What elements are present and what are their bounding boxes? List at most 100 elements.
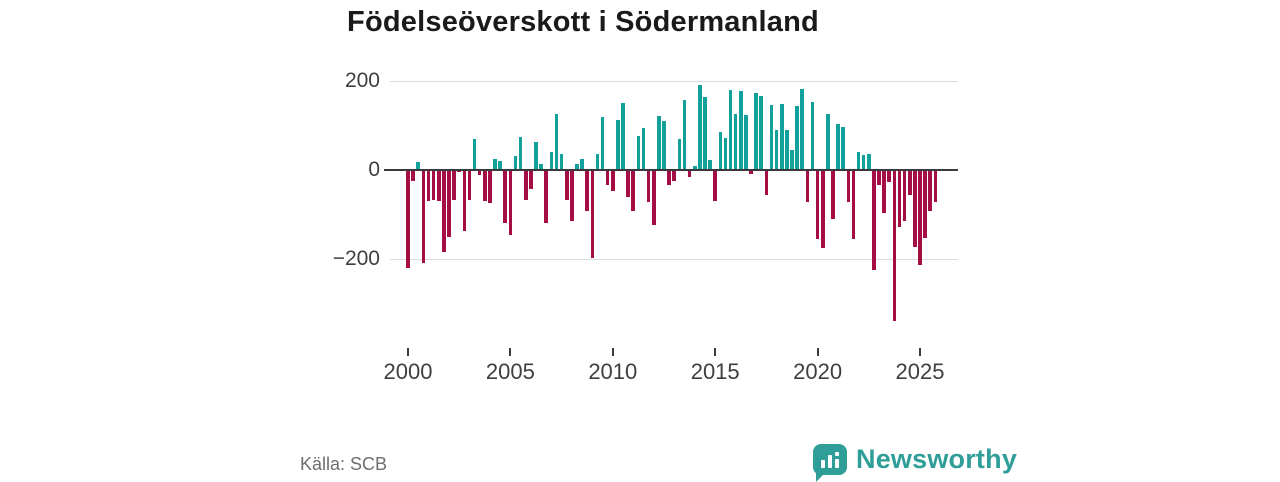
bar-2003Q1 xyxy=(467,170,472,200)
bar-2018Q1 xyxy=(774,129,779,170)
bar-2017Q1 xyxy=(754,93,758,170)
bar-2008Q4 xyxy=(585,170,589,211)
bar-2015Q3 xyxy=(723,138,728,170)
y-axis-tick-label: 0 xyxy=(368,158,380,181)
bar-2013Q2 xyxy=(677,138,682,170)
bar-2004Q3 xyxy=(498,161,502,170)
x-axis-tick xyxy=(714,348,717,356)
bar-2005Q4 xyxy=(523,170,528,200)
bar-2011Q2 xyxy=(636,135,641,170)
x-axis-tick xyxy=(407,348,409,356)
bar-2005Q1 xyxy=(508,170,513,235)
bar-chart-bubble-icon xyxy=(813,444,847,482)
bar-2012Q1 xyxy=(651,170,656,226)
x-axis-tick-label: 2020 xyxy=(793,359,843,384)
bar-2003Q2 xyxy=(472,138,477,170)
bar-2001Q3 xyxy=(436,170,441,202)
bar-2000Q1 xyxy=(406,170,410,268)
source-note: Källa: SCB xyxy=(300,454,388,474)
bar-2006Q2 xyxy=(534,141,538,170)
x-axis-tick xyxy=(611,348,614,356)
bar-2013Q3 xyxy=(682,99,687,170)
bar-2006Q3 xyxy=(539,164,543,170)
bar-2009Q3 xyxy=(600,116,605,170)
x-axis-tick-label: 2025 xyxy=(895,359,945,384)
bar-2021Q4 xyxy=(851,170,856,239)
bar-2023Q4 xyxy=(892,170,897,322)
bar-2011Q3 xyxy=(641,128,646,170)
bar-2018Q2 xyxy=(779,104,784,170)
bar-2010Q3 xyxy=(621,103,625,170)
bar-2014Q1 xyxy=(692,166,697,170)
bar-2012Q2 xyxy=(657,115,661,170)
bar-2004Q2 xyxy=(493,159,497,170)
bar-2009Q2 xyxy=(595,154,600,170)
x-axis-tick-label: 2000 xyxy=(383,359,433,384)
bar-chart-plot-area: 200 0 −200 2000 2005 2010 2015 2020 2025 xyxy=(333,69,958,384)
x-axis-tick-label: 2010 xyxy=(588,359,638,384)
y-axis-tick-label: −200 xyxy=(332,247,380,270)
bar-2024Q2 xyxy=(902,170,907,221)
bar-2000Q3 xyxy=(416,161,421,170)
bar-2015Q2 xyxy=(718,131,723,170)
bar-2020Q3 xyxy=(826,114,830,170)
bar-2017Q3 xyxy=(764,170,769,195)
bar-2017Q4 xyxy=(769,105,774,170)
bar-2009Q1 xyxy=(590,170,595,259)
bar-2019Q3 xyxy=(805,170,810,203)
bar-2002Q4 xyxy=(462,170,467,231)
bar-2025Q4 xyxy=(933,170,938,202)
bar-2019Q1 xyxy=(795,105,799,170)
bar-2019Q4 xyxy=(810,102,815,170)
bar-2004Q1 xyxy=(488,170,492,204)
bar-2013Q1 xyxy=(672,170,677,182)
bar-2008Q2 xyxy=(575,164,579,170)
bar-2007Q3 xyxy=(559,153,564,170)
bar-2016Q1 xyxy=(733,114,738,170)
x-axis-tick xyxy=(816,348,819,356)
bar-2020Q4 xyxy=(831,170,835,219)
bar-2023Q1 xyxy=(877,170,881,186)
bar-2007Q4 xyxy=(564,170,569,200)
gridline xyxy=(390,81,958,82)
bar-2009Q4 xyxy=(605,170,610,186)
bar-2003Q3 xyxy=(477,170,482,175)
brand-name: Newsworthy xyxy=(856,444,1018,474)
bar-2015Q1 xyxy=(713,170,717,202)
bar-2020Q2 xyxy=(820,170,825,248)
bar-2006Q4 xyxy=(544,170,549,223)
bar-2021Q3 xyxy=(846,170,851,203)
bar-2002Q3 xyxy=(457,170,461,173)
bar-2008Q1 xyxy=(570,170,574,222)
bar-2014Q2 xyxy=(698,84,702,170)
bar-2022Q2 xyxy=(861,154,866,170)
bar-2008Q3 xyxy=(580,159,584,170)
bar-2022Q1 xyxy=(856,152,861,170)
bar-2022Q4 xyxy=(872,170,876,271)
bar-2015Q4 xyxy=(728,89,733,170)
bar-2005Q2 xyxy=(513,156,518,170)
bar-2025Q2 xyxy=(923,170,927,239)
bar-2010Q2 xyxy=(616,120,620,170)
bar-2007Q2 xyxy=(554,114,559,170)
bar-2004Q4 xyxy=(503,170,508,224)
y-axis-tick-label: 200 xyxy=(344,69,380,92)
bar-2000Q4 xyxy=(421,170,426,264)
bar-2005Q3 xyxy=(518,137,523,170)
bar-2003Q4 xyxy=(483,170,487,202)
bar-2021Q2 xyxy=(841,126,845,170)
bar-2002Q1 xyxy=(447,170,451,237)
bar-2006Q1 xyxy=(529,170,533,189)
bar-2011Q4 xyxy=(646,170,651,202)
bar-2018Q3 xyxy=(785,129,789,170)
x-axis-tick-label: 2015 xyxy=(690,359,740,384)
bar-2007Q1 xyxy=(549,151,554,170)
bar-2023Q3 xyxy=(887,170,892,182)
x-axis-tick xyxy=(919,348,921,356)
x-axis-tick-label: 2005 xyxy=(485,359,535,384)
bar-2016Q4 xyxy=(749,170,753,175)
bar-2024Q4 xyxy=(913,170,917,247)
x-axis-zero-line xyxy=(384,169,958,171)
bar-2012Q4 xyxy=(667,170,671,186)
bar-2001Q2 xyxy=(431,170,436,200)
